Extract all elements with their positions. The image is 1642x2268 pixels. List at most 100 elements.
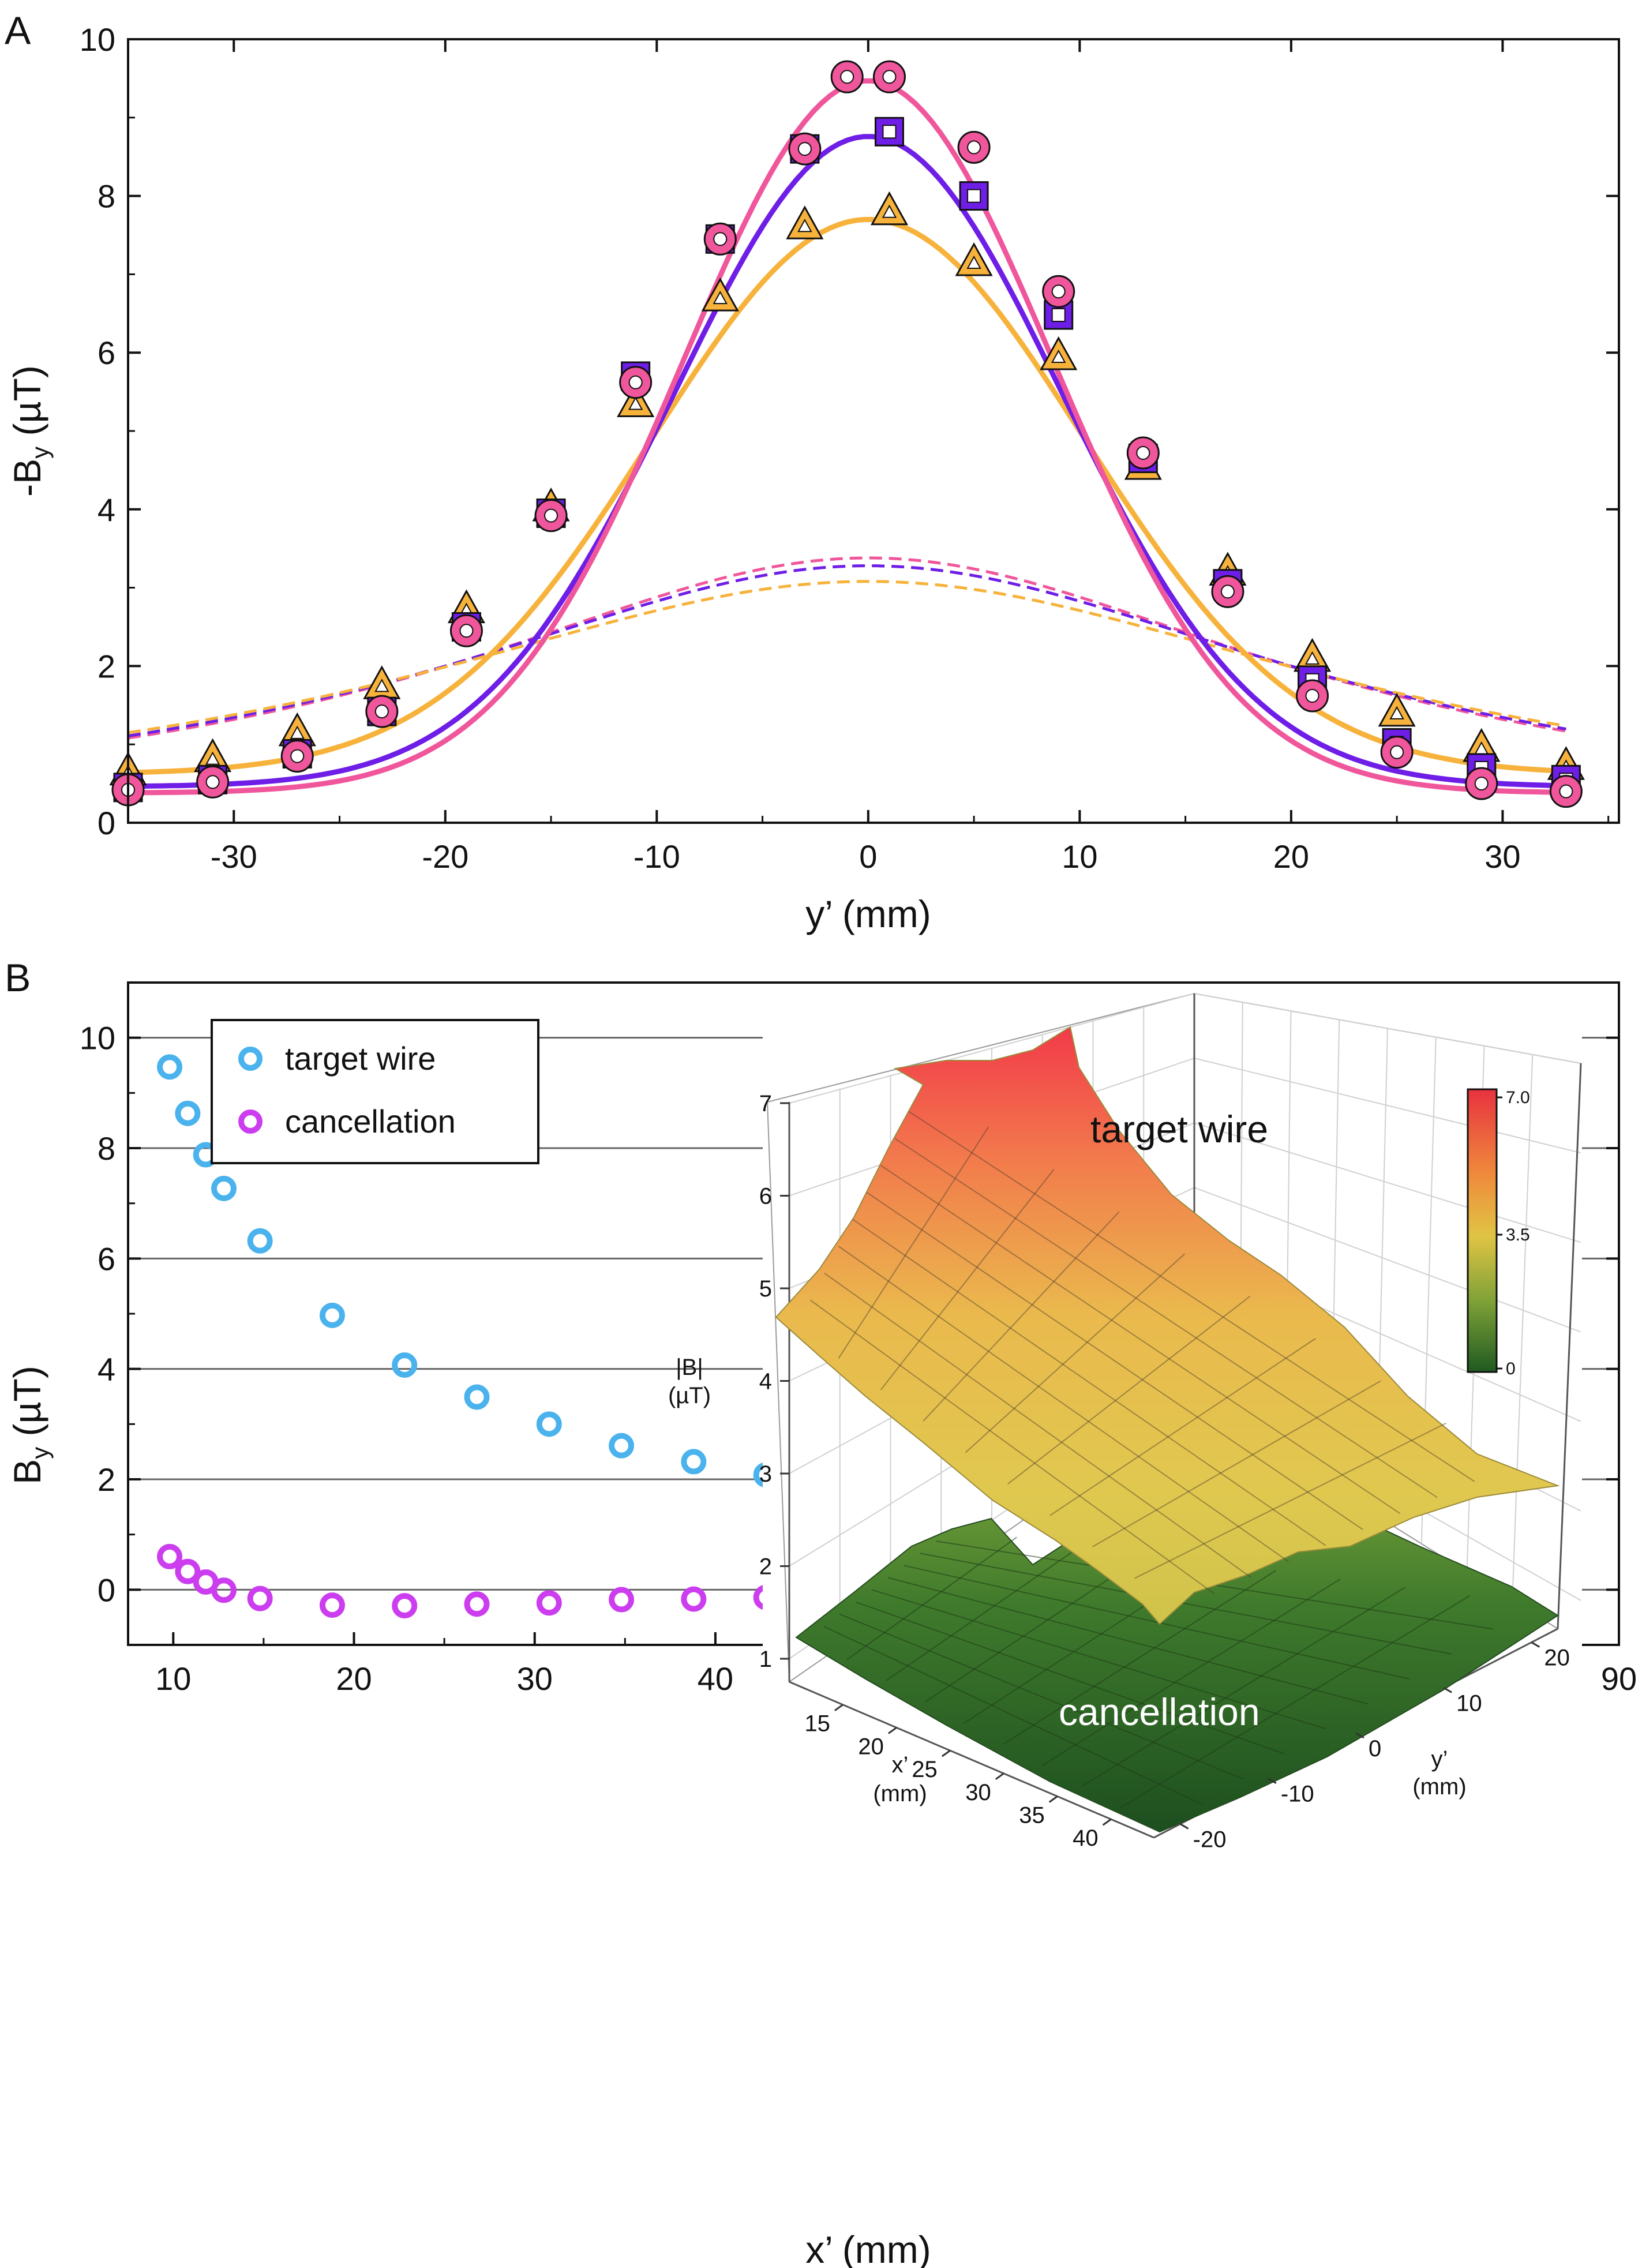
a-point-circle-hole (1390, 745, 1404, 759)
a-point-circle-hole (374, 704, 389, 719)
a-x-tick-label: -20 (422, 838, 468, 875)
a-point-triangle-hole (205, 751, 220, 765)
surface-mesh-line (871, 1589, 1327, 1730)
b-point-target-wire (175, 1100, 201, 1126)
surface-mesh-line (1003, 1570, 1276, 1745)
inset-colorbar: 7.0 3.5 0 (1467, 1088, 1530, 1378)
b-y-tick-label: 6 (98, 1240, 115, 1277)
b-x-tick-label: 90 (1601, 1660, 1637, 1697)
inset-x-tick (1102, 1819, 1112, 1826)
surface-mesh-line (1081, 1587, 1406, 1787)
surface-mesh-line (923, 1211, 1120, 1422)
legend-box (211, 1019, 539, 1164)
a-point-circle-hole (1220, 584, 1235, 599)
b-point-cancellation (392, 1593, 418, 1619)
inset-x-tick-label: 40 (1073, 1825, 1099, 1851)
b-x-tick-label: 10 (155, 1660, 191, 1697)
b-point-cancellation (211, 1577, 237, 1603)
a-x-tick-label: 10 (1062, 838, 1097, 875)
a-point-square-hole (1051, 308, 1066, 323)
a-dashed-curve-circles (128, 556, 1566, 740)
a-point-circle-hole (628, 375, 643, 389)
a-x-tick-label: -30 (211, 838, 257, 875)
surface-mesh-line (1007, 1295, 1251, 1485)
inset-x-tick (941, 1749, 951, 1757)
panel-b: B 1020304050607080900246810 x’ (mm) By (… (5, 956, 1637, 2268)
panel-b-x-axis-title: x’ (mm) (805, 2228, 931, 2268)
surface-mesh-line (920, 1553, 1452, 1655)
surface-mesh-line (1134, 1422, 1447, 1579)
inset-y-axis-title-line2: (mm) (1412, 1774, 1466, 1800)
a-point-triangle-hole (966, 255, 981, 269)
surface-mesh-line (894, 1138, 1438, 1498)
inset-x-axis-title-line1: x’ (892, 1752, 909, 1778)
inset-x-axis-title-line2: (mm) (873, 1781, 927, 1806)
a-point-triangle-hole (882, 204, 897, 218)
b-point-cancellation (464, 1591, 490, 1617)
inset-y-tick-label: -10 (1281, 1782, 1314, 1807)
panel-a: A -30 -20 -10 0 10 20 30 0 2 4 6 8 10 y’ (mm) -By (µ… (5, 9, 1620, 935)
a-fit-curve-squares (128, 134, 1566, 789)
inset-wall-gridline (1194, 1187, 1581, 1333)
inset-y-tick-label: -20 (1193, 1827, 1227, 1852)
target-surface-mesh (809, 1111, 1475, 1595)
surface-mesh-line (1049, 1338, 1316, 1516)
surface-mesh-line (880, 1169, 1055, 1390)
surface-mesh-line (885, 1545, 1082, 1682)
inset-y-tick-label: 0 (1369, 1736, 1381, 1761)
inset-wall-gridline (1194, 1058, 1581, 1154)
colorbar-tick-min: 0 (1506, 1359, 1516, 1378)
surface-mesh-line (866, 1191, 1363, 1530)
a-y-tick-label: 2 (98, 648, 115, 684)
a-point-circle-hole (1305, 689, 1319, 703)
inset-x-tick-label: 15 (804, 1711, 830, 1737)
a-point-triangle-hole (1051, 349, 1066, 363)
inset-z-tick-label: 2 (759, 1554, 772, 1580)
surface-mesh-line (852, 1219, 1326, 1546)
surface-mesh-line (855, 1601, 1285, 1755)
b-x-tick-label: 20 (336, 1660, 372, 1697)
inset-y-tick (1179, 1823, 1189, 1830)
inset-wall-gridline (1194, 1122, 1581, 1243)
legend-label-cancellation: cancellation (285, 1103, 456, 1139)
surface-mesh-line (838, 1246, 1289, 1562)
panel-a-y-axis-title: -By (µT) (6, 365, 54, 497)
colorbar-tick-max: 7.0 (1506, 1088, 1530, 1107)
inset-x-tick (834, 1704, 844, 1711)
b-y-tick-label: 4 (98, 1351, 115, 1388)
a-dashed-curve-squares (128, 564, 1566, 737)
b-point-target-wire (464, 1384, 490, 1410)
inset-z-axis-title-line1: |B| (676, 1355, 703, 1380)
panel-a-x-axis-title: y’ (mm) (805, 893, 931, 935)
inset-z-tick-label: 6 (759, 1184, 772, 1209)
a-point-circle-hole (1559, 784, 1573, 799)
a-point-triangle-hole (1389, 706, 1404, 719)
a-point-circle-hole (290, 749, 305, 763)
inset-z-axis-title-line2: (µT) (668, 1383, 711, 1408)
b-point-cancellation (609, 1587, 635, 1613)
a-point-circle-hole (882, 70, 897, 84)
panel-a-axes: -30 -20 -10 0 10 20 30 0 2 4 6 8 10 (80, 21, 1619, 875)
b-point-target-wire (247, 1228, 273, 1254)
inset-y-axis-title-line1: y’ (1431, 1746, 1448, 1772)
a-point-triangle-hole (290, 725, 305, 739)
surface-mesh-line (846, 1536, 1017, 1660)
a-y-tick-label: 0 (98, 805, 115, 841)
a-point-square-hole (882, 125, 897, 139)
a-point-triangle-hole (713, 291, 728, 305)
inset-y-tick (1268, 1778, 1277, 1784)
inset-y-tick-label: 20 (1544, 1645, 1570, 1671)
surface-mesh-line (809, 1299, 1215, 1595)
surface-mesh-line (909, 1111, 1475, 1482)
b-point-target-wire (392, 1352, 418, 1378)
inset-wall-gridline (1512, 1054, 1534, 1600)
a-point-circle-hole (1474, 777, 1489, 791)
target-surface-fill (775, 1026, 1560, 1625)
b-point-cancellation (175, 1558, 201, 1584)
inset-label-cancellation: cancellation (1059, 1690, 1260, 1733)
b-x-tick-label: 40 (698, 1660, 733, 1697)
inset-y-tick-label: 10 (1456, 1690, 1482, 1716)
surface-mesh-line (824, 1272, 1252, 1579)
surface-mesh-line (823, 1625, 1202, 1805)
b-point-cancellation (157, 1543, 183, 1569)
